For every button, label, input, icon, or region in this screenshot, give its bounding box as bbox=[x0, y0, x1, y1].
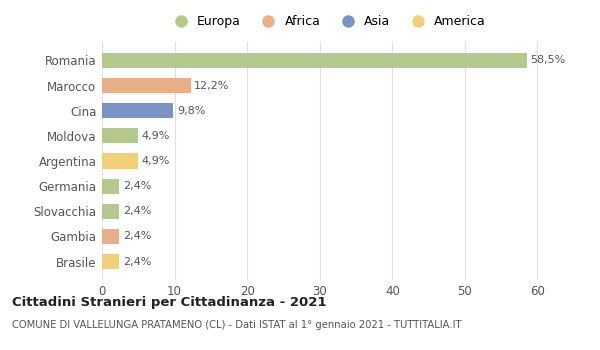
Bar bbox=[102, 53, 527, 68]
Text: 9,8%: 9,8% bbox=[177, 106, 205, 116]
Text: 2,4%: 2,4% bbox=[123, 257, 151, 267]
Bar bbox=[102, 204, 119, 219]
Text: COMUNE DI VALLELUNGA PRATAMENO (CL) - Dati ISTAT al 1° gennaio 2021 - TUTTITALIA: COMUNE DI VALLELUNGA PRATAMENO (CL) - Da… bbox=[12, 320, 461, 330]
Bar bbox=[102, 78, 191, 93]
Bar bbox=[102, 103, 173, 118]
Bar bbox=[102, 153, 137, 169]
Text: 4,9%: 4,9% bbox=[141, 156, 170, 166]
Bar bbox=[102, 178, 119, 194]
Text: 58,5%: 58,5% bbox=[530, 55, 565, 65]
Bar bbox=[102, 128, 137, 143]
Legend: Europa, Africa, Asia, America: Europa, Africa, Asia, America bbox=[166, 13, 488, 31]
Text: 2,4%: 2,4% bbox=[123, 206, 151, 216]
Text: 2,4%: 2,4% bbox=[123, 181, 151, 191]
Text: 2,4%: 2,4% bbox=[123, 231, 151, 242]
Text: 12,2%: 12,2% bbox=[194, 80, 230, 91]
Bar bbox=[102, 229, 119, 244]
Text: Cittadini Stranieri per Cittadinanza - 2021: Cittadini Stranieri per Cittadinanza - 2… bbox=[12, 296, 326, 309]
Bar bbox=[102, 254, 119, 269]
Text: 4,9%: 4,9% bbox=[141, 131, 170, 141]
